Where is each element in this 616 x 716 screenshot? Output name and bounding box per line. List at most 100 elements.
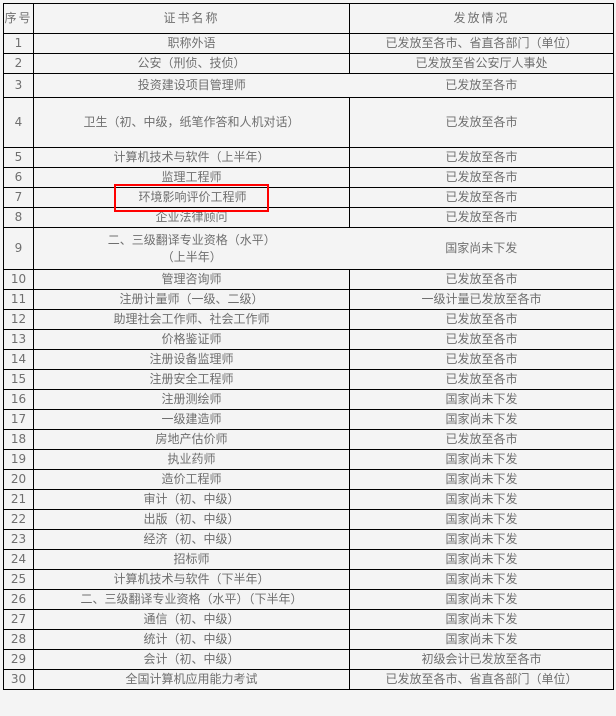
certificate-name-cell: 管理咨询师 — [33, 269, 350, 290]
table-row: 21 审计（初、中级） 国家尚未下发 — [3, 489, 614, 510]
serial-number-cell: 27 — [3, 609, 34, 630]
status-cell: 国家尚未下发 — [349, 469, 614, 490]
table-row: 26 二、三级翻译专业资格（水平）（下半年） 国家尚未下发 — [3, 589, 614, 610]
serial-number-cell: 23 — [3, 529, 34, 550]
serial-number-cell: 29 — [3, 649, 34, 670]
certificate-name-cell: 二、三级翻译专业资格（水平） （上半年） — [33, 227, 350, 270]
serial-number-cell: 12 — [3, 309, 34, 330]
table-row: 8 企业法律顾问 已发放至各市 — [3, 207, 614, 228]
certificate-name-cell: 计算机技术与软件（上半年） — [33, 147, 350, 168]
table-row: 23 经济（初、中级） 国家尚未下发 — [3, 529, 614, 550]
table-row: 22 出版（初、中级） 国家尚未下发 — [3, 509, 614, 530]
header-distribution-status: 发放情况 — [349, 3, 614, 34]
status-cell: 国家尚未下发 — [349, 509, 614, 530]
serial-number-cell: 13 — [3, 329, 34, 350]
status-cell: 已发放至各市 — [349, 269, 614, 290]
certificate-name-cell: 计算机技术与软件（下半年） — [33, 569, 350, 590]
serial-number-cell: 15 — [3, 369, 34, 390]
status-cell: 已发放至各市、省直各部门（单位） — [349, 669, 614, 690]
status-cell: 已发放至各市 — [349, 207, 614, 228]
serial-number-cell: 26 — [3, 589, 34, 610]
certificate-name-cell: 职称外语 — [33, 33, 350, 54]
serial-number-cell: 5 — [3, 147, 34, 168]
certificate-name-cell: 造价工程师 — [33, 469, 350, 490]
serial-number-cell: 14 — [3, 349, 34, 370]
table-header: 序号 证书名称 发放情况 — [3, 3, 614, 34]
status-cell: 已发放至各市 — [349, 309, 614, 330]
status-cell: 已发放至各市 — [349, 329, 614, 350]
status-cell: 已发放至各市 — [349, 147, 614, 168]
certificate-name-cell: 审计（初、中级） — [33, 489, 350, 510]
table-row: 28 统计（初、中级） 国家尚未下发 — [3, 629, 614, 650]
certificate-name-cell: 招标师 — [33, 549, 350, 570]
certificate-name-cell: 房地产估价师 — [33, 429, 350, 450]
certificate-name-cell: 价格鉴证师 — [33, 329, 350, 350]
status-cell: 国家尚未下发 — [349, 529, 614, 550]
status-cell: 国家尚未下发 — [349, 449, 614, 470]
status-cell: 国家尚未下发 — [349, 569, 614, 590]
status-cell: 已发放至各市 — [349, 187, 614, 208]
status-cell: 初级会计已发放至各市 — [349, 649, 614, 670]
status-cell: 国家尚未下发 — [349, 629, 614, 650]
table-row: 2 公安（刑侦、技侦） 已发放至省公安厅人事处 — [3, 53, 614, 74]
status-cell: 国家尚未下发 — [349, 549, 614, 570]
serial-number-cell: 11 — [3, 289, 34, 310]
serial-number-cell: 9 — [3, 227, 34, 270]
table-row: 17 一级建造师 国家尚未下发 — [3, 409, 614, 430]
table-row: 12 助理社会工作师、社会工作师 已发放至各市 — [3, 309, 614, 330]
table-row: 29 会计（初、中级） 初级会计已发放至各市 — [3, 649, 614, 670]
certificate-name-cell: 出版（初、中级） — [33, 509, 350, 530]
certificate-name-cell: 投资建设项目管理师 — [33, 73, 350, 98]
serial-number-cell: 18 — [3, 429, 34, 450]
table-row: 18 房地产估价师 已发放至各市 — [3, 429, 614, 450]
status-cell: 已发放至各市 — [349, 97, 614, 148]
serial-number-cell: 24 — [3, 549, 34, 570]
table-body: 1 职称外语 已发放至各市、省直各部门（单位） 2 公安（刑侦、技侦） 已发放至省公安厅人… — [3, 33, 614, 690]
table-row: 20 造价工程师 国家尚未下发 — [3, 469, 614, 490]
serial-number-cell: 1 — [3, 33, 34, 54]
header-row: 序号 证书名称 发放情况 — [3, 3, 614, 34]
certificate-name-cell: 执业药师 — [33, 449, 350, 470]
serial-number-cell: 6 — [3, 167, 34, 188]
status-cell: 已发放至各市 — [349, 349, 614, 370]
status-cell: 已发放至各市 — [349, 73, 614, 98]
table-row: 11 注册计量师（一级、二级） 一级计量已发放至各市 — [3, 289, 614, 310]
serial-number-cell: 28 — [3, 629, 34, 650]
table-row: 13 价格鉴证师 已发放至各市 — [3, 329, 614, 350]
serial-number-cell: 8 — [3, 207, 34, 228]
status-cell: 已发放至各市 — [349, 429, 614, 450]
certificate-name-cell: 经济（初、中级） — [33, 529, 350, 550]
table-row: 9 二、三级翻译专业资格（水平） （上半年） 国家尚未下发 — [3, 227, 614, 270]
status-cell: 国家尚未下发 — [349, 589, 614, 610]
table-row: 6 监理工程师 已发放至各市 — [3, 167, 614, 188]
certificate-name-cell: 助理社会工作师、社会工作师 — [33, 309, 350, 330]
status-cell: 已发放至各市 — [349, 167, 614, 188]
certificate-name-cell: 注册安全工程师 — [33, 369, 350, 390]
serial-number-cell: 25 — [3, 569, 34, 590]
serial-number-cell: 16 — [3, 389, 34, 410]
table-row: 27 通信（初、中级） 国家尚未下发 — [3, 609, 614, 630]
table-row: 24 招标师 国家尚未下发 — [3, 549, 614, 570]
status-cell: 国家尚未下发 — [349, 227, 614, 270]
status-cell: 已发放至各市 — [349, 369, 614, 390]
status-cell: 国家尚未下发 — [349, 409, 614, 430]
certificate-name-cell: 卫生（初、中级，纸笔作答和人机对话） — [33, 97, 350, 148]
certificate-name-cell: 公安（刑侦、技侦） — [33, 53, 350, 74]
table-row: 16 注册测绘师 国家尚未下发 — [3, 389, 614, 410]
serial-number-cell: 17 — [3, 409, 34, 430]
status-cell: 国家尚未下发 — [349, 389, 614, 410]
certificate-name-cell: 注册设备监理师 — [33, 349, 350, 370]
red-annotation-box: 环境影响评价工程师 — [114, 184, 269, 212]
status-cell: 已发放至省公安厅人事处 — [349, 53, 614, 74]
page: 序号 证书名称 发放情况 1 职称外语 已发放至各市、省直各部门（单位） 2 公安（刑侦… — [3, 3, 614, 690]
table-row: 10 管理咨询师 已发放至各市 — [3, 269, 614, 290]
table-row: 15 注册安全工程师 已发放至各市 — [3, 369, 614, 390]
serial-number-cell: 30 — [3, 669, 34, 690]
status-cell: 国家尚未下发 — [349, 489, 614, 510]
serial-number-cell: 3 — [3, 73, 34, 98]
header-certificate-name: 证书名称 — [33, 3, 350, 34]
table-row: 1 职称外语 已发放至各市、省直各部门（单位） — [3, 33, 614, 54]
table-row: 25 计算机技术与软件（下半年） 国家尚未下发 — [3, 569, 614, 590]
certificate-name-cell: 注册测绘师 — [33, 389, 350, 410]
serial-number-cell: 4 — [3, 97, 34, 148]
